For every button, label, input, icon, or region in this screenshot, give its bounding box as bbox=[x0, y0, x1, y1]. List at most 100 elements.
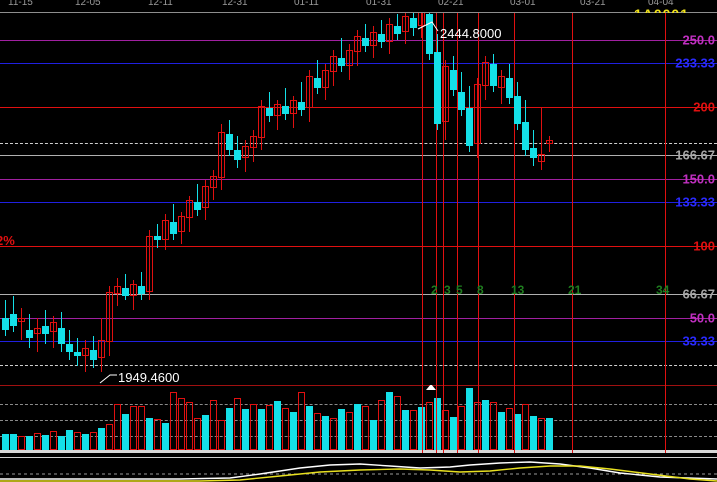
candle-wick bbox=[269, 92, 270, 122]
volume-bar bbox=[114, 404, 121, 450]
price-level-line-fib-50 bbox=[0, 318, 717, 319]
candle-body bbox=[490, 64, 497, 86]
candle-wick bbox=[373, 26, 374, 58]
candle-wick bbox=[261, 100, 262, 150]
candle-wick bbox=[445, 60, 446, 140]
candle-body bbox=[74, 352, 81, 356]
candle-body bbox=[354, 36, 361, 52]
candle-body bbox=[474, 84, 481, 144]
candle-body bbox=[322, 70, 329, 88]
fib-time-line-volume bbox=[436, 385, 437, 453]
high-price-annotation: 2444.8000 bbox=[440, 26, 502, 41]
volume-pane[interactable] bbox=[0, 385, 717, 453]
candle-wick bbox=[285, 88, 286, 120]
candle-wick bbox=[549, 136, 550, 152]
volume-bar bbox=[482, 400, 489, 450]
volume-bar bbox=[66, 430, 73, 450]
volume-bar bbox=[138, 406, 145, 450]
candle-body bbox=[2, 318, 9, 330]
volume-bar bbox=[218, 420, 225, 450]
candle-wick bbox=[333, 50, 334, 86]
candle-wick bbox=[37, 318, 38, 352]
candle-body bbox=[498, 76, 505, 88]
candle-body bbox=[42, 326, 49, 334]
fib-time-line-volume bbox=[665, 385, 666, 453]
price-level-line-fib-150 bbox=[0, 179, 717, 180]
date-label: 01-11 bbox=[294, 0, 319, 8]
volume-top-border bbox=[0, 385, 717, 386]
fib-time-label: 13 bbox=[511, 283, 525, 297]
candle-wick bbox=[389, 18, 390, 54]
volume-bar bbox=[394, 396, 401, 450]
candle-body bbox=[130, 284, 137, 296]
price-level-line-fib-100 bbox=[0, 246, 717, 247]
candle-body bbox=[482, 62, 489, 86]
price-axis-label: 100 bbox=[693, 238, 715, 254]
candle-wick bbox=[477, 78, 478, 158]
date-axis: 11-15 12-05 12-11 12-31 01-11 01-31 02-21 03-01… bbox=[0, 0, 717, 13]
candle-body bbox=[122, 288, 129, 296]
fib-time-line-volume bbox=[514, 385, 515, 453]
volume-bar bbox=[26, 436, 33, 450]
candle-wick bbox=[309, 70, 310, 122]
candle-wick bbox=[165, 214, 166, 250]
fib-time-label: 5 bbox=[456, 283, 463, 297]
candle-body bbox=[106, 292, 113, 342]
fib-time-line-volume bbox=[478, 385, 479, 453]
volume-bar bbox=[122, 414, 129, 450]
price-axis-label: 233.33 bbox=[675, 55, 715, 71]
fib-time-label: 34 bbox=[656, 283, 670, 297]
candle-wick bbox=[357, 30, 358, 66]
volume-bar bbox=[266, 405, 273, 450]
candle-body bbox=[394, 26, 401, 34]
fib-time-label: 2 bbox=[431, 283, 438, 297]
candle-wick bbox=[341, 38, 342, 72]
indicator-pane[interactable] bbox=[0, 455, 717, 482]
candle-body bbox=[530, 148, 537, 158]
candle-wick bbox=[301, 82, 302, 116]
volume-bar bbox=[178, 398, 185, 450]
candle-body bbox=[290, 100, 297, 114]
candle-body bbox=[178, 216, 185, 232]
candle-body bbox=[546, 140, 553, 144]
candle-wick bbox=[349, 44, 350, 80]
volume-bar bbox=[74, 432, 81, 450]
volume-bar bbox=[58, 436, 65, 450]
axis-rule bbox=[0, 12, 717, 13]
fib-time-line-volume bbox=[422, 385, 423, 453]
price-axis-label: 166.67 bbox=[675, 147, 715, 163]
price-axis-label: 50.0 bbox=[689, 310, 715, 326]
candle-body bbox=[378, 34, 385, 42]
candle-body bbox=[10, 314, 17, 326]
volume-bar bbox=[234, 398, 241, 450]
candle-wick bbox=[149, 230, 150, 300]
price-level-line-fib-67 bbox=[0, 294, 717, 295]
volume-bar bbox=[418, 407, 425, 450]
fib-time-line bbox=[443, 13, 444, 385]
candle-body bbox=[458, 92, 465, 110]
volume-bar bbox=[338, 409, 345, 450]
candle-wick bbox=[245, 140, 246, 172]
volume-bar bbox=[546, 418, 553, 450]
candle-body bbox=[418, 13, 425, 26]
volume-bar bbox=[2, 434, 9, 450]
candle-wick bbox=[317, 60, 318, 94]
volume-bar bbox=[34, 433, 41, 450]
candle-body bbox=[26, 330, 33, 338]
fib-time-line bbox=[478, 13, 479, 385]
candle-body bbox=[338, 58, 345, 66]
candle-body bbox=[274, 104, 281, 116]
volume-bar bbox=[354, 404, 361, 450]
date-label: 03-21 bbox=[580, 0, 606, 8]
date-label: 11-15 bbox=[8, 0, 33, 8]
volume-bar bbox=[370, 420, 377, 450]
price-axis-label: 150.0 bbox=[682, 171, 715, 187]
fib-time-label: 3 bbox=[444, 283, 451, 297]
candle-body bbox=[50, 322, 57, 332]
candle-body bbox=[162, 220, 169, 240]
volume-bar bbox=[538, 418, 545, 450]
candle-body bbox=[258, 106, 265, 138]
price-level-line-fib-200 bbox=[0, 107, 717, 108]
candle-body bbox=[170, 222, 177, 234]
